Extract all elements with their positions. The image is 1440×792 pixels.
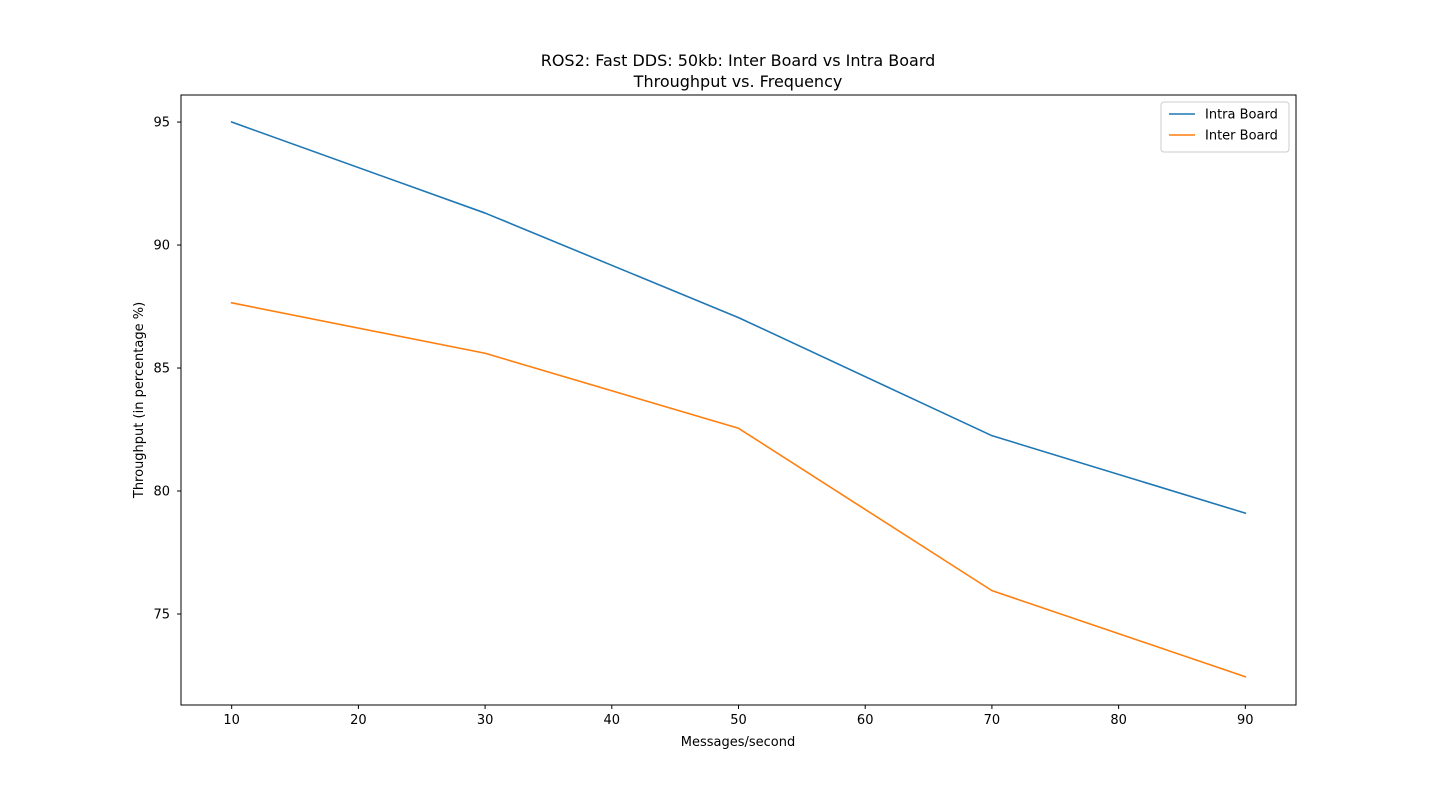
y-axis-label: Throughput (in percentage %) — [132, 302, 147, 499]
plot-area-frame — [180, 94, 1297, 706]
x-tick-label: 90 — [1237, 713, 1254, 728]
ticks-layer: 10 20 30 40 50 60 70 80 90 75 80 85 90 95 — [153, 116, 1253, 728]
x-tick-label: 40 — [604, 713, 621, 728]
series-line-intra-board — [230, 121, 1247, 515]
y-tick-label: 80 — [153, 485, 170, 500]
x-tick-label: 50 — [730, 713, 747, 728]
legend-entry-label: Intra Board — [1205, 108, 1278, 123]
y-tick-label: 95 — [153, 116, 170, 131]
y-tick-label: 90 — [153, 239, 170, 254]
x-tick-label: 30 — [477, 713, 494, 728]
series-line-inter-board — [230, 301, 1247, 678]
x-tick-label: 80 — [1110, 713, 1127, 728]
x-tick-label: 60 — [857, 713, 874, 728]
legend-entry-label: Inter Board — [1205, 129, 1278, 144]
x-tick-label: 70 — [984, 713, 1001, 728]
y-tick-label: 75 — [153, 607, 170, 622]
chart-title: ROS2: Fast DDS: 50kb: Inter Board vs Int… — [541, 51, 936, 70]
x-tick-label: 20 — [350, 713, 367, 728]
x-tick-label: 10 — [223, 713, 240, 728]
chart-subtitle: Throughput vs. Frequency — [633, 72, 843, 91]
series-layer — [230, 121, 1247, 678]
x-axis-label: Messages/second — [681, 735, 796, 750]
y-tick-label: 85 — [153, 362, 170, 377]
legend: Intra Board Inter Board — [1160, 101, 1290, 153]
